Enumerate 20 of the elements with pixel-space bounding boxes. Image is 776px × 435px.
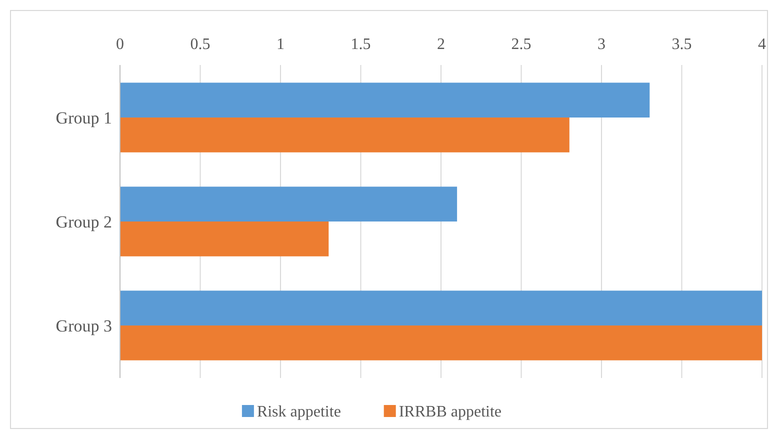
x-tick-label: 2 [437,36,445,53]
bar [120,82,650,118]
x-tick-label: 1 [276,36,284,53]
x-tick-label: 3.5 [672,36,692,53]
x-tick-label: 1.5 [350,36,371,53]
x-tick-label: 2.5 [511,36,532,53]
legend-label: Risk appetite [256,404,341,421]
x-tick-label: 3 [598,36,606,53]
x-tick-label: 0.5 [190,36,210,53]
y-tick-label: Group 2 [56,212,112,232]
y-tick-label: Group 1 [56,108,112,128]
x-tick-label: 0 [116,36,124,53]
y-tick-label: Group 3 [56,316,112,336]
bar [120,186,458,222]
legend-label: IRRBB appetite [398,404,502,421]
bar [120,222,329,256]
bar [120,118,570,152]
bar [120,325,762,360]
x-tick-label: 4 [758,36,766,53]
bar [120,290,762,326]
